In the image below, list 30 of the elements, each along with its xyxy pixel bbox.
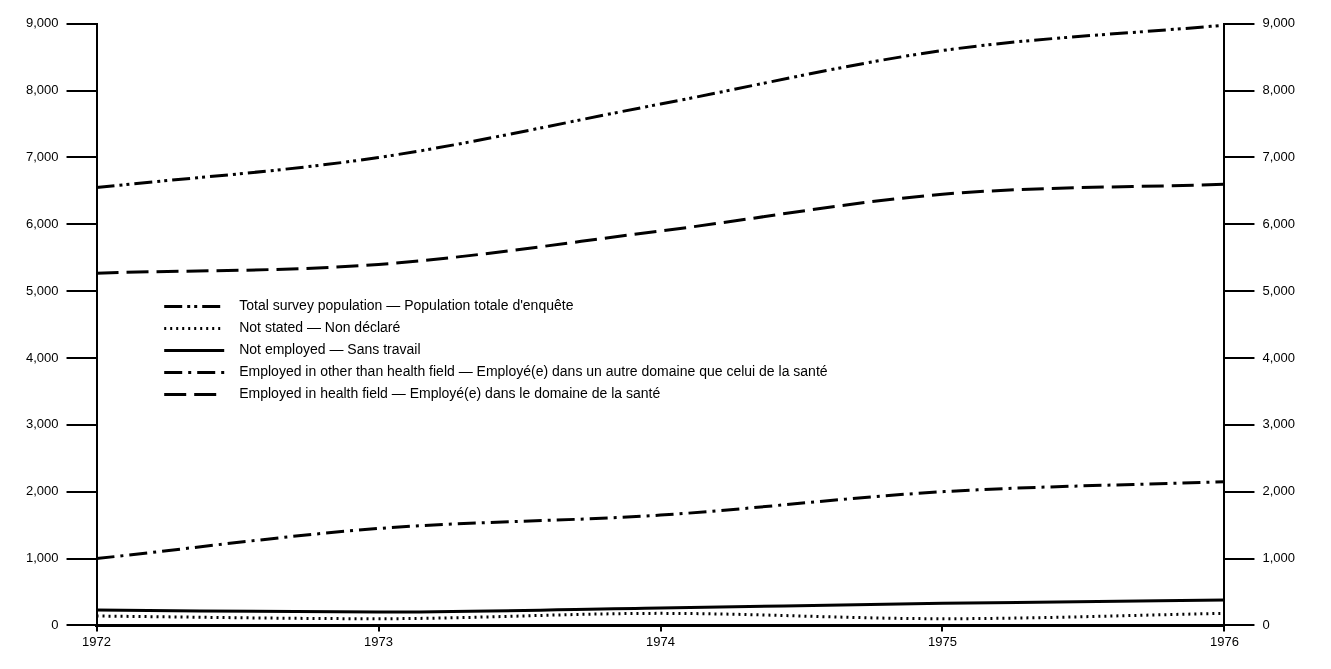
y-tick-label: 6,000	[25, 215, 59, 231]
y-tick-label: 7,000	[25, 149, 59, 165]
y2-tick-label: 2,000	[1262, 483, 1296, 499]
legend-label: Not stated — Non déclaré	[239, 319, 401, 336]
y2-tick-label: 6,000	[1262, 215, 1296, 231]
x-tick-label: 1973	[364, 633, 393, 649]
x-tick-label: 1972	[82, 633, 111, 649]
y2-tick-label: 4,000	[1262, 349, 1296, 365]
legend-label: Employed in other than health field — Employé(e) dans un autre domaine que celui de la santé	[239, 363, 828, 380]
y2-tick-label: 8,000	[1262, 82, 1296, 98]
y-tick-label: 8,000	[25, 82, 59, 98]
y-tick-label: 0	[51, 616, 59, 632]
y-tick-label: 9,000	[25, 15, 59, 31]
y-tick-label: 3,000	[25, 416, 59, 432]
y2-tick-label: 9,000	[1262, 15, 1296, 31]
legend-label: Total survey population — Population totale d'enquête	[239, 297, 574, 314]
y2-tick-label: 7,000	[1262, 149, 1296, 165]
y-tick-label: 2,000	[25, 483, 59, 499]
legend-label: Not employed — Sans travail	[239, 341, 421, 358]
y-tick-label: 4,000	[25, 349, 59, 365]
y2-tick-label: 1,000	[1262, 550, 1296, 566]
y2-tick-label: 0	[1262, 616, 1270, 632]
y-tick-label: 1,000	[25, 550, 59, 566]
y2-tick-label: 5,000	[1262, 282, 1296, 298]
x-tick-label: 1974	[646, 633, 675, 649]
y-tick-label: 5,000	[25, 282, 59, 298]
y2-tick-label: 3,000	[1262, 416, 1296, 432]
x-tick-label: 1976	[1210, 633, 1239, 649]
legend-label: Employed in health field — Employé(e) dans le domaine de la santé	[239, 385, 661, 402]
x-tick-label: 1975	[928, 633, 957, 649]
